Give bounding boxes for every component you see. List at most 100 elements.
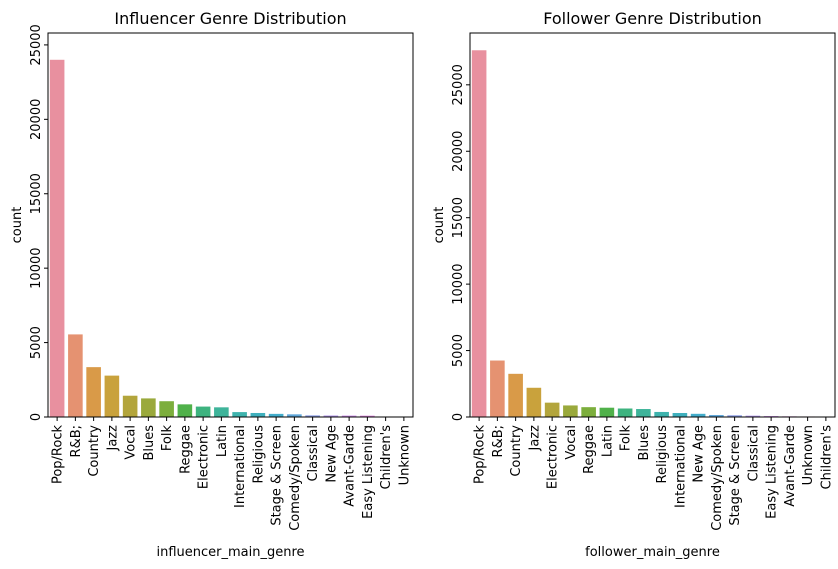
bar [709,415,724,417]
x-tick-label: Religious [655,425,670,484]
bar [177,404,193,417]
x-tick-label: Electronic [197,425,212,489]
bar [745,415,761,417]
x-tick-label: Avant-Garde [343,425,358,507]
bar [581,407,596,417]
bar [141,398,156,417]
y-axis-ticks: 0 5000 10000 15000 20000 25000 [29,24,48,421]
bar [727,415,742,417]
x-tick-label: Comedy/Spoken [710,425,725,531]
y-tick-label: 5000 [29,326,44,359]
y-tick-label: 20000 [451,131,466,172]
bar [360,415,375,417]
bar [104,375,120,417]
x-tick-label: Reggae [178,425,193,474]
x-tick-label: R&B; [69,425,84,457]
y-tick-label: 10000 [29,247,44,288]
x-tick-label: Folk [619,425,634,452]
bar [323,415,339,417]
x-tick-label: Easy Listening [765,425,780,519]
x-tick-label: Stage & Screen [270,425,285,526]
bar [214,407,229,417]
y-tick-label: 20000 [29,99,44,140]
bar [617,408,633,417]
y-axis-label: count [10,207,25,244]
x-tick-label: Blues [142,425,157,461]
x-tick-label: International [233,425,248,508]
bar [195,406,211,417]
bar [287,414,302,417]
chart-title: Follower Genre Distribution [543,9,762,28]
chart-title: Influencer Genre Distribution [114,9,346,28]
x-tick-label: Unknown [801,425,816,485]
x-tick-label: Easy Listening [361,425,376,519]
bar [122,395,138,417]
x-tick-label: Pop/Rock [473,425,488,485]
y-tick-label: 25000 [29,24,44,65]
x-tick-label: Jazz [527,425,542,452]
bar [563,405,578,417]
y-tick-label: 5000 [451,334,466,367]
bar [544,402,560,417]
x-tick-label: Country [509,425,524,477]
x-tick-label: Stage & Screen [728,425,743,526]
bar [68,334,83,417]
x-tick-label: New Age [324,425,339,483]
x-tick-label: New Age [692,425,707,483]
x-tick-label: Jazz [105,425,120,452]
y-axis-ticks: 0 5000 10000 15000 20000 25000 [451,64,470,421]
bars [49,59,412,417]
x-tick-label: Classical [306,425,321,482]
bar [159,401,174,417]
x-tick-label: Avant-Garde [783,425,798,507]
bar [305,415,320,417]
x-axis-ticks: Pop/Rock R&B; Country Jazz Vocal Blues Folk Reg… [51,417,412,531]
bar [654,411,669,417]
x-tick-label: Children's [379,425,394,490]
y-axis-label: count [432,207,447,244]
follower-genre-chart: Follower Genre Distribution 0 5000 10000 15… [432,9,836,560]
bar [471,50,487,418]
bar [232,412,247,417]
x-tick-label: Children's [819,425,834,490]
x-tick-label: Blues [637,425,652,461]
bars [471,50,834,418]
x-tick-label: Folk [160,425,175,452]
bar [86,367,101,417]
bar [490,360,505,417]
bar [508,373,523,417]
bar [672,413,688,417]
bar [250,412,266,417]
y-tick-label: 0 [29,413,44,421]
x-axis-ticks: Pop/Rock R&B; Country Jazz Electronic Vocal Re… [473,417,834,531]
x-tick-label: R&B; [491,425,506,457]
x-tick-label: Comedy/Spoken [288,425,303,531]
x-tick-label: Unknown [397,425,412,485]
bar [268,413,284,417]
x-tick-label: Latin [215,425,230,457]
x-tick-label: Country [87,425,102,477]
y-tick-label: 15000 [451,197,466,238]
x-tick-label: Latin [600,425,615,457]
x-tick-label: Classical [746,425,761,482]
influencer-genre-chart: Influencer Genre Distribution 0 5000 10000… [10,9,414,560]
bar [341,415,357,417]
x-tick-label: Vocal [124,425,139,460]
x-axis-label: influencer_main_genre [156,545,304,560]
plot-frame [47,32,414,418]
y-tick-label: 25000 [451,64,466,105]
plot-frame [469,32,836,418]
x-tick-label: Vocal [564,425,579,460]
bar [636,409,651,417]
y-tick-label: 10000 [451,263,466,304]
x-tick-label: Religious [251,425,266,484]
bar [49,59,65,417]
y-tick-label: 0 [451,413,466,421]
y-tick-label: 15000 [29,173,44,214]
bar [599,407,615,417]
x-tick-label: Electronic [546,425,561,489]
bar [526,387,542,417]
x-axis-label: follower_main_genre [585,545,720,560]
